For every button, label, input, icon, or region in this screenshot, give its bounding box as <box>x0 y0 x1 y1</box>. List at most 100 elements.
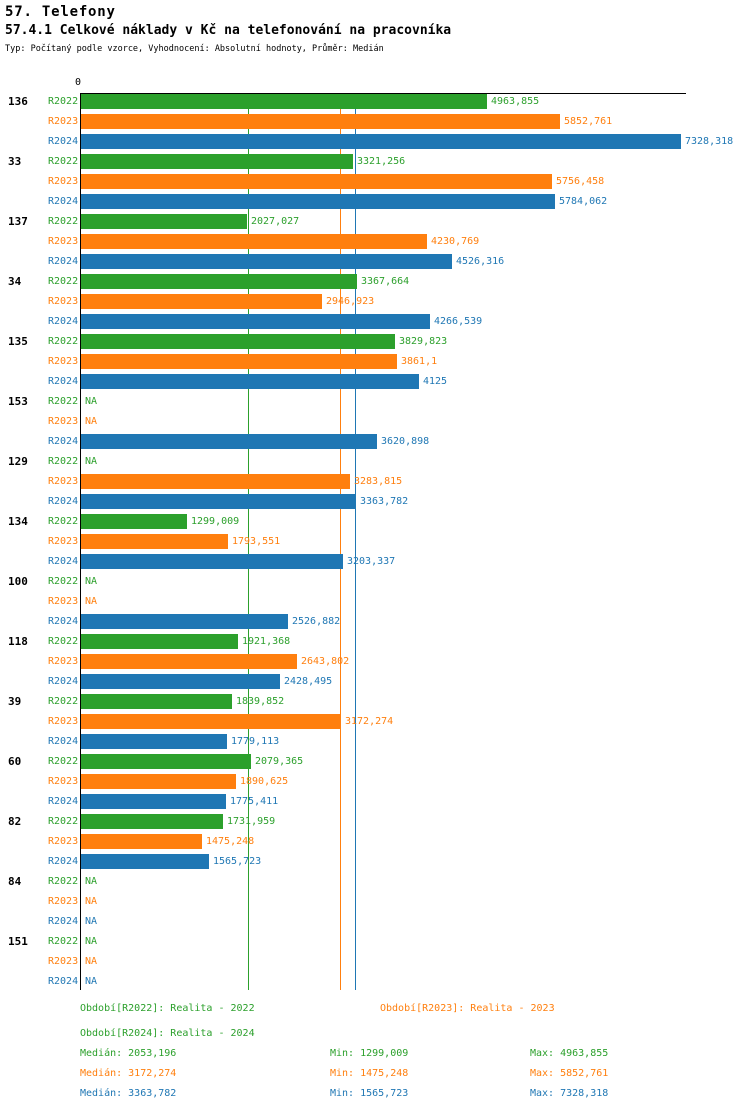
chart-title: 57.4.1 Celkové náklady v Kč na telefonov… <box>5 23 452 38</box>
stat-median-r2024: Medián: 3363,782 <box>80 1088 177 1099</box>
median-ref-line <box>248 93 249 990</box>
na-value-label: NA <box>85 896 98 907</box>
bar-r2024-39 <box>81 734 227 749</box>
series-label: R2024 <box>48 136 79 147</box>
category-label: 129 <box>8 455 28 468</box>
series-label: R2024 <box>48 556 79 567</box>
series-label: R2022 <box>48 636 79 647</box>
bar-r2024-33 <box>81 194 555 209</box>
bar-r2023-39 <box>81 714 341 729</box>
series-label: R2023 <box>48 716 79 727</box>
series-label: R2024 <box>48 316 79 327</box>
series-label: R2022 <box>48 456 79 467</box>
series-label: R2024 <box>48 616 79 627</box>
bar-r2024-34 <box>81 314 430 329</box>
series-label: R2022 <box>48 696 79 707</box>
bar-value-label: 1793,551 <box>232 536 281 547</box>
series-label: R2023 <box>48 896 79 907</box>
bar-value-label: 4266,539 <box>434 316 483 327</box>
bar-value-label: 3321,256 <box>357 156 406 167</box>
category-label: 134 <box>8 515 28 528</box>
bar-r2024-137 <box>81 254 452 269</box>
median-ref-line <box>355 93 356 990</box>
series-label: R2024 <box>48 676 79 687</box>
series-label: R2023 <box>48 956 79 967</box>
category-label: 100 <box>8 575 28 588</box>
bar-value-label: 4526,316 <box>456 256 505 267</box>
bar-r2022-39 <box>81 694 232 709</box>
y-axis-line <box>80 93 81 990</box>
bar-r2023-60 <box>81 774 236 789</box>
bar-r2023-82 <box>81 834 202 849</box>
bar-value-label: 1921,368 <box>242 636 291 647</box>
bar-value-label: 1839,852 <box>236 696 285 707</box>
category-label: 135 <box>8 335 28 348</box>
category-label: 137 <box>8 215 28 228</box>
bar-value-label: 1890,625 <box>240 776 289 787</box>
report-title: 57. Telefony <box>5 4 116 20</box>
median-ref-line <box>340 93 341 990</box>
bar-r2024-129 <box>81 494 356 509</box>
bar-value-label: 3283,815 <box>354 476 403 487</box>
series-label: R2022 <box>48 156 79 167</box>
bar-r2024-135 <box>81 374 419 389</box>
series-label: R2023 <box>48 656 79 667</box>
na-value-label: NA <box>85 576 98 587</box>
category-label: 84 <box>8 875 22 888</box>
category-label: 39 <box>8 695 22 708</box>
stat-median-r2023: Medián: 3172,274 <box>80 1068 177 1079</box>
bar-value-label: 2079,365 <box>255 756 304 767</box>
series-label: R2024 <box>48 436 79 447</box>
bar-r2023-137 <box>81 234 427 249</box>
category-label: 60 <box>8 755 22 768</box>
category-label: 153 <box>8 395 28 408</box>
legend-item-r2024: Období[R2024]: Realita - 2024 <box>80 1028 255 1039</box>
series-label: R2022 <box>48 216 79 227</box>
stat-min-r2024: Min: 1565,723 <box>330 1088 409 1099</box>
na-value-label: NA <box>85 456 98 467</box>
bar-r2022-60 <box>81 754 251 769</box>
series-label: R2024 <box>48 916 79 927</box>
na-value-label: NA <box>85 596 98 607</box>
na-value-label: NA <box>85 976 98 987</box>
bar-value-label: 2428,495 <box>284 676 333 687</box>
bar-r2022-135 <box>81 334 395 349</box>
bar-r2022-136 <box>81 94 487 109</box>
bar-r2022-118 <box>81 634 238 649</box>
category-label: 151 <box>8 935 28 948</box>
series-label: R2024 <box>48 496 79 507</box>
bar-value-label: 5852,761 <box>564 116 613 127</box>
bar-r2022-33 <box>81 154 353 169</box>
bar-value-label: 1779,113 <box>231 736 280 747</box>
na-value-label: NA <box>85 876 98 887</box>
bar-r2024-153 <box>81 434 377 449</box>
stat-max-r2022: Max: 4963,855 <box>530 1048 609 1059</box>
series-label: R2022 <box>48 276 79 287</box>
bar-value-label: 3203,337 <box>347 556 396 567</box>
series-label: R2024 <box>48 976 79 987</box>
bar-value-label: 3620,898 <box>381 436 430 447</box>
series-label: R2023 <box>48 476 79 487</box>
stat-max-r2024: Max: 7328,318 <box>530 1088 609 1099</box>
bar-value-label: 1475,248 <box>206 836 255 847</box>
bar-r2024-82 <box>81 854 209 869</box>
bar-r2023-136 <box>81 114 560 129</box>
bar-r2023-33 <box>81 174 552 189</box>
bar-value-label: 4125 <box>423 376 448 387</box>
na-value-label: NA <box>85 936 98 947</box>
bar-value-label: 3172,274 <box>345 716 394 727</box>
bar-value-label: 2027,027 <box>251 216 300 227</box>
bar-r2023-118 <box>81 654 297 669</box>
bar-r2023-34 <box>81 294 322 309</box>
series-label: R2022 <box>48 516 79 527</box>
series-label: R2022 <box>48 336 79 347</box>
bar-value-label: 3861,1 <box>401 356 438 367</box>
series-label: R2022 <box>48 936 79 947</box>
series-label: R2022 <box>48 816 79 827</box>
bar-value-label: 3363,782 <box>360 496 409 507</box>
bar-value-label: 5784,062 <box>559 196 608 207</box>
bar-r2024-100 <box>81 614 288 629</box>
series-label: R2023 <box>48 356 79 367</box>
bar-value-label: 4963,855 <box>491 96 540 107</box>
